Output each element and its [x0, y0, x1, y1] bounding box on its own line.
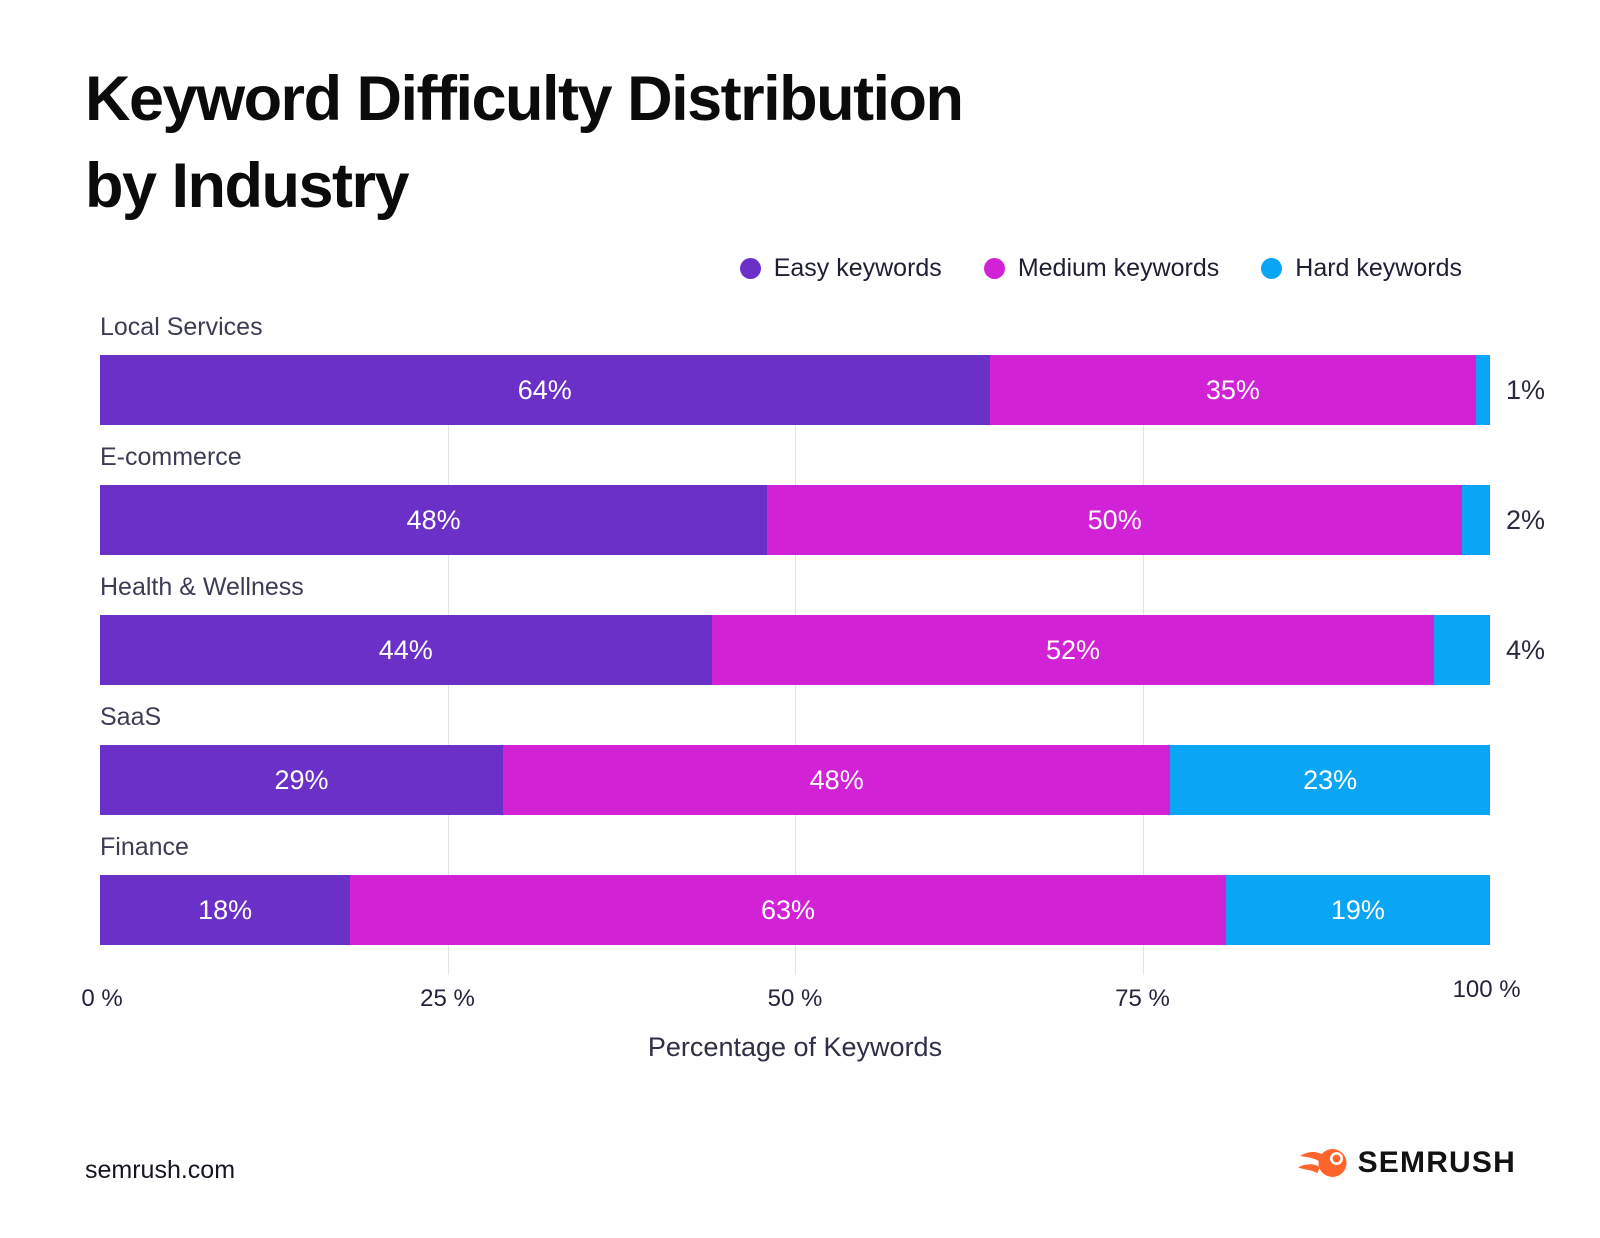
- legend-item-medium: Medium keywords: [983, 254, 1220, 283]
- category-label: Finance: [100, 833, 189, 861]
- segment-value-label: 2%: [1506, 505, 1546, 535]
- x-axis: 0 % 25 % 50 % 75 % 100 %: [81, 976, 1520, 1017]
- x-axis-title: Percentage of Keywords: [647, 1032, 943, 1062]
- legend-label-hard: Hard keywords: [1295, 254, 1462, 282]
- segment-value-label: 1%: [1506, 375, 1546, 405]
- x-tick-0: 0 %: [81, 985, 123, 1012]
- chart-row: SaaS 29% 48% 23%: [100, 702, 1490, 815]
- segment-value-label: 63%: [761, 894, 816, 925]
- stacked-bar: 44% 52% 4%: [100, 615, 1545, 685]
- stacked-bar: 64% 35% 1%: [100, 355, 1545, 425]
- segment-value-label: 48%: [809, 764, 864, 795]
- x-tick-75: 75 %: [1115, 985, 1170, 1012]
- segment-value-label: 64%: [517, 374, 572, 405]
- bar-segment-easy: 48%: [100, 485, 768, 555]
- segment-value-label: 19%: [1330, 894, 1385, 925]
- x-tick-50: 50 %: [767, 985, 823, 1012]
- category-label: SaaS: [100, 703, 162, 731]
- category-label: Local Services: [100, 313, 263, 341]
- bar-segment-easy: 44%: [100, 615, 712, 685]
- stacked-bar: 29% 48% 23%: [100, 745, 1490, 815]
- bar-segment-medium: 50%: [767, 485, 1463, 555]
- segment-value-label: 35%: [1205, 374, 1260, 405]
- legend-label-medium: Medium keywords: [1017, 254, 1220, 282]
- segment-value-label: 50%: [1087, 504, 1142, 535]
- legend-item-easy: Easy keywords: [739, 254, 942, 283]
- segment-value-label: 48%: [406, 504, 461, 535]
- segment-value-label: 4%: [1506, 635, 1546, 665]
- chart-row: E-commerce 48% 50% 2%: [100, 442, 1545, 555]
- bar-segment-medium: 35%: [989, 355, 1477, 425]
- legend-label-easy: Easy keywords: [773, 254, 942, 282]
- x-tick-100: 100 %: [1452, 976, 1521, 1003]
- segment-value-label: 18%: [198, 894, 253, 925]
- bar-rows: Local Services 64% 35% 1% E-commerce 48% 50% 2%…: [100, 312, 1545, 945]
- segment-value-label: 52%: [1045, 634, 1101, 665]
- bar-segment-easy: 29%: [100, 745, 504, 815]
- bar-segment-hard: 19%: [1225, 875, 1490, 945]
- bar-segment-medium: 52%: [711, 615, 1435, 685]
- bar-segment-easy: 64%: [100, 355, 990, 425]
- bar-segment-hard: [1476, 355, 1490, 425]
- semrush-wordmark: SEMRUSH: [1357, 1146, 1516, 1179]
- stacked-bar: 48% 50% 2%: [100, 485, 1545, 555]
- segment-value-label: 29%: [274, 764, 329, 795]
- bar-segment-easy: 18%: [100, 875, 351, 945]
- bar-segment-hard: [1434, 615, 1490, 685]
- page-title: Keyword Difficulty Distribution by Indus…: [85, 64, 964, 221]
- segment-value-label: 23%: [1303, 764, 1358, 795]
- bar-segment-medium: 63%: [350, 875, 1226, 945]
- segment-value-label: 44%: [378, 634, 433, 665]
- chart: Local Services 64% 35% 1% E-commerce 48% 50% 2%…: [81, 312, 1545, 1062]
- legend: Easy keywords Medium keywords Hard keywo…: [739, 254, 1462, 283]
- bar-segment-hard: [1462, 485, 1490, 555]
- source-url: semrush.com: [85, 1156, 236, 1184]
- semrush-logo: SEMRUSH: [1297, 1146, 1516, 1180]
- hard-keywords-swatch-icon: [1261, 258, 1283, 279]
- easy-keywords-swatch-icon: [739, 258, 761, 279]
- x-tick-25: 25 %: [420, 985, 475, 1012]
- chart-row: Local Services 64% 35% 1%: [100, 312, 1545, 425]
- bar-segment-medium: 48%: [503, 745, 1171, 815]
- bar-segment-hard: 23%: [1170, 745, 1490, 815]
- chart-row: Health & Wellness 44% 52% 4%: [100, 572, 1545, 685]
- stacked-bar: 18% 63% 19%: [100, 875, 1490, 945]
- category-label: Health & Wellness: [100, 573, 304, 601]
- semrush-flame-icon: [1297, 1149, 1347, 1177]
- medium-keywords-swatch-icon: [983, 258, 1005, 279]
- category-label: E-commerce: [100, 443, 242, 471]
- chart-row: Finance 18% 63% 19%: [100, 832, 1490, 945]
- legend-item-hard: Hard keywords: [1261, 254, 1462, 283]
